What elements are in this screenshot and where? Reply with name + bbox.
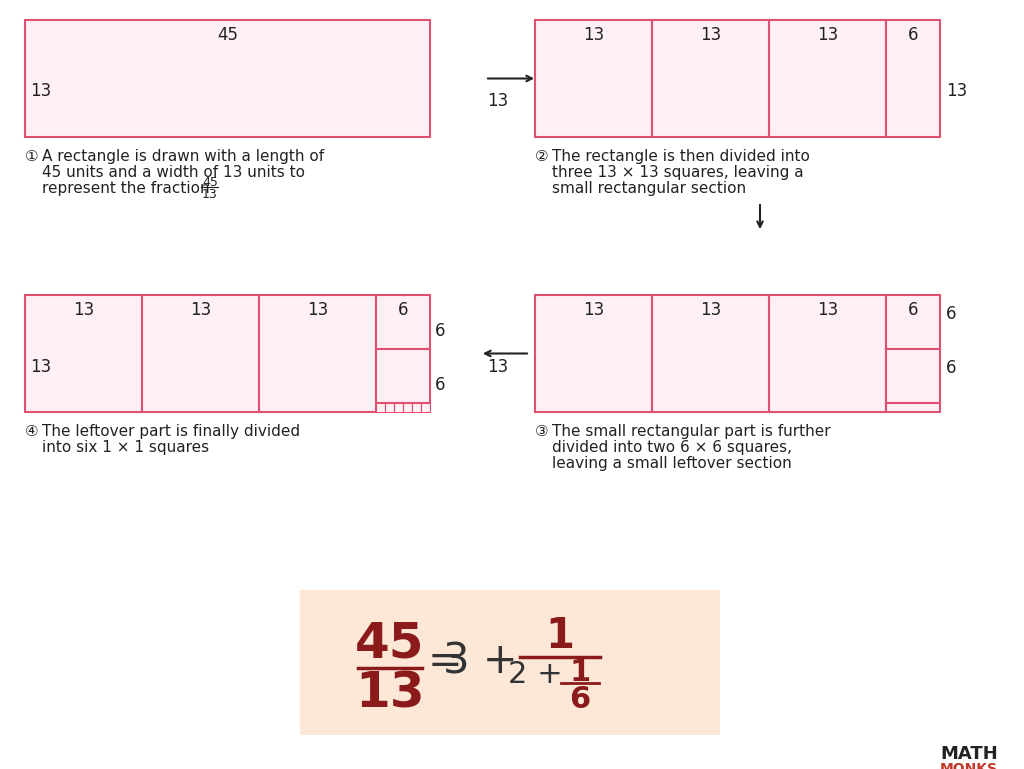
Bar	[25, 295, 376, 412]
Text: MONKS: MONKS	[940, 762, 998, 769]
Text: 13: 13	[307, 301, 328, 319]
Bar	[886, 295, 940, 349]
Text: 45 units and a width of 13 units to: 45 units and a width of 13 units to	[42, 165, 305, 180]
Bar	[300, 590, 720, 735]
Text: 6: 6	[946, 305, 956, 323]
Text: 13: 13	[30, 82, 51, 101]
Bar	[535, 295, 886, 412]
Bar	[886, 349, 940, 403]
Text: 6: 6	[397, 301, 409, 319]
Text: ④: ④	[25, 424, 39, 439]
Text: 6: 6	[569, 685, 591, 714]
Text: 13: 13	[583, 26, 604, 44]
Text: The rectangle is then divided into: The rectangle is then divided into	[552, 149, 810, 164]
Text: =: =	[428, 640, 463, 682]
Text: 13: 13	[583, 301, 604, 319]
Bar	[886, 403, 940, 412]
Text: three 13 × 13 squares, leaving a: three 13 × 13 squares, leaving a	[552, 165, 804, 180]
Text: 13: 13	[699, 301, 721, 319]
Text: 13: 13	[202, 188, 218, 201]
Text: The leftover part is finally divided: The leftover part is finally divided	[42, 424, 300, 439]
Text: 13: 13	[487, 358, 508, 375]
Bar	[25, 20, 430, 137]
Bar	[376, 403, 385, 412]
Text: 3 +: 3 +	[442, 640, 517, 682]
Text: ①: ①	[25, 149, 39, 164]
Bar	[376, 349, 430, 403]
Text: small rectangular section: small rectangular section	[552, 181, 746, 196]
Text: 13: 13	[30, 358, 51, 375]
Bar	[376, 295, 430, 349]
Text: divided into two 6 × 6 squares,: divided into two 6 × 6 squares,	[552, 440, 792, 455]
Text: The small rectangular part is further: The small rectangular part is further	[552, 424, 830, 439]
Text: 13: 13	[699, 26, 721, 44]
Text: 13: 13	[355, 670, 425, 718]
Bar	[886, 20, 940, 137]
Text: ②: ②	[535, 149, 549, 164]
Text: 13: 13	[817, 26, 838, 44]
Text: 1: 1	[569, 658, 591, 687]
Text: represent the fraction: represent the fraction	[42, 181, 210, 196]
Bar	[421, 403, 430, 412]
Text: 13: 13	[487, 92, 508, 111]
Text: 13: 13	[946, 82, 968, 101]
Text: 6: 6	[946, 359, 956, 377]
Bar	[403, 403, 412, 412]
Text: ③: ③	[535, 424, 549, 439]
Bar	[385, 403, 394, 412]
Text: 13: 13	[817, 301, 838, 319]
Bar	[412, 403, 421, 412]
Text: 13: 13	[73, 301, 94, 319]
Text: 6: 6	[435, 376, 445, 394]
Text: 13: 13	[189, 301, 211, 319]
Text: MATH: MATH	[940, 745, 997, 763]
Text: 6: 6	[907, 301, 919, 319]
Text: 45: 45	[202, 176, 218, 189]
Text: leaving a small leftover section: leaving a small leftover section	[552, 456, 792, 471]
Text: 1: 1	[546, 615, 574, 657]
Text: 2 +: 2 +	[508, 660, 562, 689]
Text: 6: 6	[907, 26, 919, 44]
Text: 45: 45	[217, 26, 238, 44]
Bar	[535, 20, 886, 137]
Text: A rectangle is drawn with a length of: A rectangle is drawn with a length of	[42, 149, 325, 164]
Bar	[394, 403, 403, 412]
Text: into six 1 × 1 squares: into six 1 × 1 squares	[42, 440, 209, 455]
Text: 6: 6	[435, 322, 445, 340]
Text: 45: 45	[355, 620, 425, 668]
